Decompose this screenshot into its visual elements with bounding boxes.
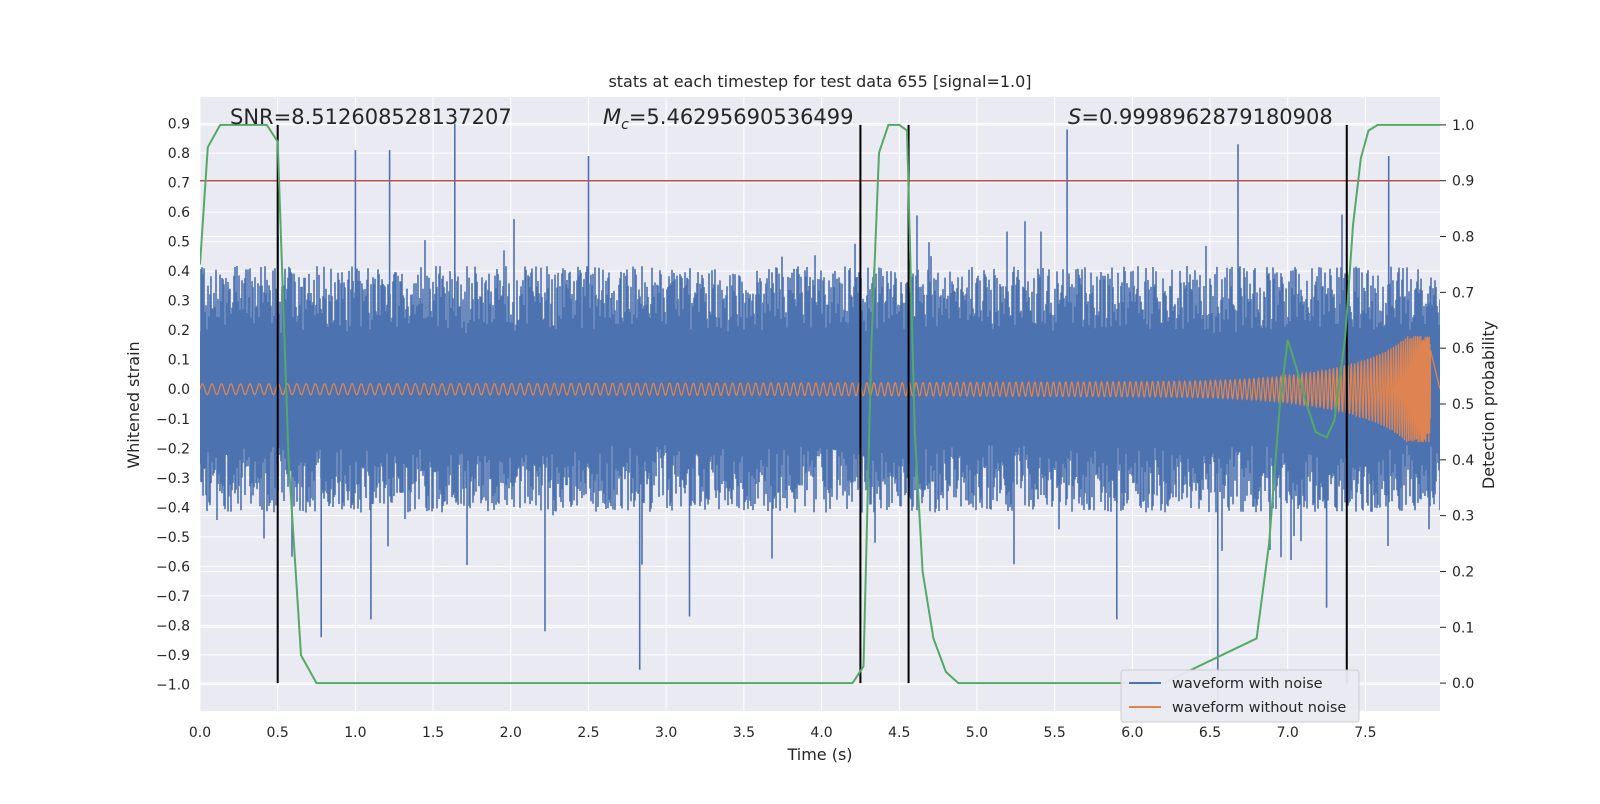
y2-tick-label: 0.1 bbox=[1452, 620, 1474, 636]
x-tick-label: 1.5 bbox=[422, 725, 444, 741]
y-tick-label: 0.9 bbox=[168, 117, 190, 133]
y2-tick-labels: 1.0 0.9 0.8 0.7 0.6 0.5 0.4 0.3 0.2 0.1 0.0 bbox=[1440, 118, 1474, 692]
y-axis-label: Whitened strain bbox=[124, 341, 143, 468]
y-tick-label: −0.7 bbox=[156, 589, 190, 605]
x-tick-label: 6.0 bbox=[1121, 725, 1143, 741]
legend: waveform with noise waveform without noi… bbox=[1120, 669, 1360, 723]
y-tick-label: 0.3 bbox=[168, 294, 190, 310]
y-tick-label: −0.8 bbox=[156, 618, 190, 634]
chirp-mass-value: =5.46295690536499 bbox=[629, 105, 854, 129]
legend-box bbox=[1120, 669, 1360, 723]
x-tick-label: 5.0 bbox=[966, 725, 988, 741]
chirp-mass-annotation: Mc=5.46295690536499 bbox=[603, 105, 854, 133]
y-tick-label: 0.7 bbox=[168, 176, 190, 192]
y2-tick-label: 0.3 bbox=[1452, 509, 1474, 525]
y-tick-label: −0.6 bbox=[156, 559, 190, 575]
y2-tick-label: 0.6 bbox=[1452, 341, 1474, 357]
x-tick-label: 4.5 bbox=[888, 725, 910, 741]
y2-tick-label: 0.5 bbox=[1452, 397, 1474, 413]
series-waveform-without-noise bbox=[200, 336, 1440, 443]
y2-tick-label: 0.8 bbox=[1452, 230, 1474, 246]
y-tick-label: −0.9 bbox=[156, 648, 190, 664]
y-tick-label: −0.5 bbox=[156, 530, 190, 546]
y2-tick-label: 0.7 bbox=[1452, 285, 1474, 301]
chirp-mass-subscript: c bbox=[621, 117, 629, 133]
y-tick-label: −0.2 bbox=[156, 441, 190, 457]
x-tick-label: 2.5 bbox=[577, 725, 599, 741]
x-tick-label: 4.0 bbox=[810, 725, 832, 741]
y-tick-label: 0.2 bbox=[168, 323, 190, 339]
y-tick-label: 0.4 bbox=[168, 264, 190, 280]
chirp-mass-symbol: M bbox=[603, 105, 621, 129]
y-tick-label: −1.0 bbox=[156, 677, 190, 693]
x-tick-label: 3.5 bbox=[733, 725, 755, 741]
x-tick-label: 5.5 bbox=[1044, 725, 1066, 741]
x-tick-label: 3.0 bbox=[655, 725, 677, 741]
y-tick-label: 0.5 bbox=[168, 235, 190, 251]
x-tick-label: 0.5 bbox=[267, 725, 289, 741]
significance-symbol: S bbox=[1068, 105, 1081, 129]
data-layer bbox=[200, 123, 1440, 711]
legend-label-noise: waveform with noise bbox=[1172, 676, 1323, 692]
x-axis-label: Time (s) bbox=[786, 745, 852, 764]
legend-label-clean: waveform without noise bbox=[1172, 700, 1346, 716]
chart-title: stats at each timestep for test data 655… bbox=[608, 72, 1031, 91]
x-tick-label: 7.5 bbox=[1354, 725, 1376, 741]
y2-tick-label: 0.2 bbox=[1452, 564, 1474, 580]
y-tick-labels: 0.9 0.8 0.7 0.6 0.5 0.4 0.3 0.2 0.1 0.0 −0.1 −0.2 −0… bbox=[156, 117, 190, 694]
y-tick-label: 0.0 bbox=[168, 382, 190, 398]
y2-tick-label: 0.0 bbox=[1452, 676, 1474, 692]
y-tick-label: 0.1 bbox=[168, 353, 190, 369]
y2-axis-label: Detection probability bbox=[1479, 321, 1498, 489]
x-tick-label: 1.0 bbox=[344, 725, 366, 741]
x-tick-label: 2.0 bbox=[500, 725, 522, 741]
y2-tick-label: 0.4 bbox=[1452, 453, 1474, 469]
x-tick-label: 6.5 bbox=[1199, 725, 1221, 741]
y-tick-label: 0.6 bbox=[168, 205, 190, 221]
snr-annotation: SNR=8.512608528137207 bbox=[230, 105, 512, 129]
y2-tick-label: 1.0 bbox=[1452, 118, 1474, 134]
y-tick-label: −0.1 bbox=[156, 412, 190, 428]
y-tick-label: 0.8 bbox=[168, 146, 190, 162]
y-tick-label: −0.3 bbox=[156, 471, 190, 487]
significance-value: =0.9998962879180908 bbox=[1081, 105, 1332, 129]
x-tick-label: 0.0 bbox=[189, 725, 211, 741]
x-tick-labels: 0.0 0.5 1.0 1.5 2.0 2.5 3.0 3.5 4.0 4.5 5.0 5.5 6.0 6… bbox=[189, 725, 1377, 741]
y2-tick-label: 0.9 bbox=[1452, 174, 1474, 190]
y-tick-label: −0.4 bbox=[156, 500, 190, 516]
significance-annotation: S=0.9998962879180908 bbox=[1068, 105, 1333, 129]
series-detection-probability bbox=[200, 123, 1440, 685]
x-tick-label: 7.0 bbox=[1277, 725, 1299, 741]
